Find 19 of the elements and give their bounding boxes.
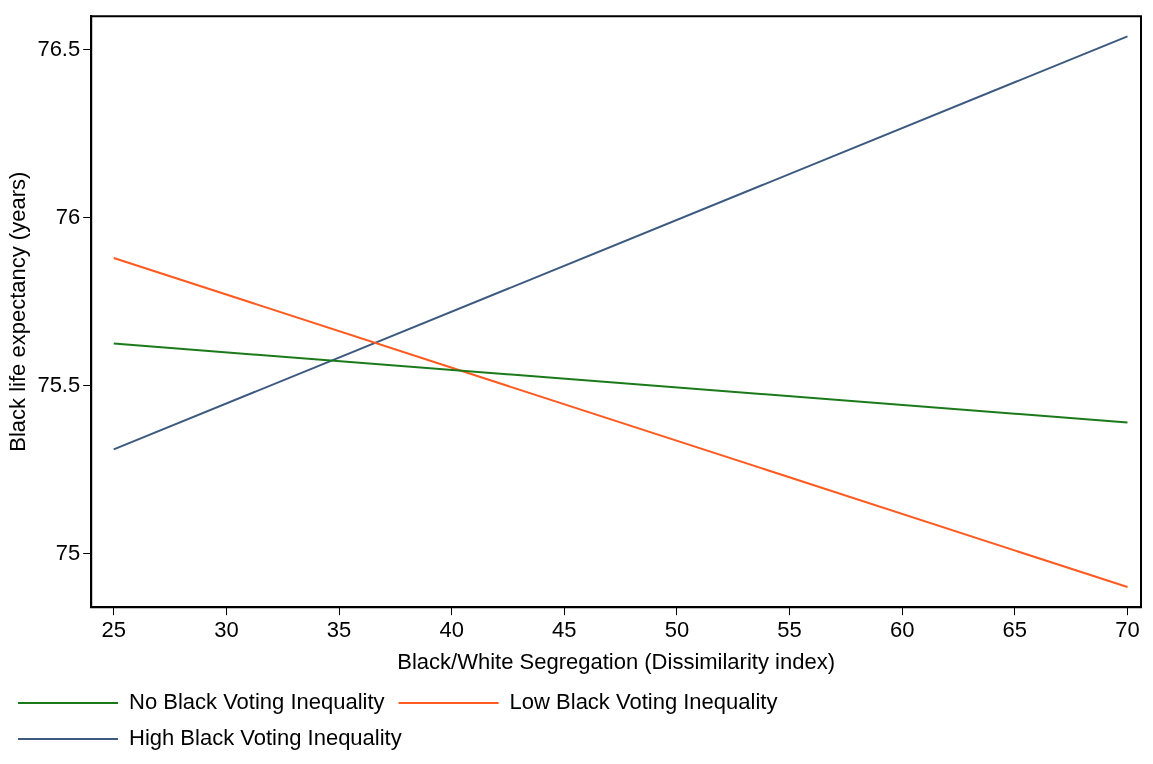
legend-label: Low Black Voting Inequality: [509, 689, 778, 715]
x-tick-label: 55: [777, 617, 802, 643]
legend-label: No Black Voting Inequality: [129, 689, 385, 715]
x-tick-label: 45: [552, 617, 577, 643]
y-tick-label: 75.5: [37, 371, 81, 397]
x-tick-label: 50: [664, 617, 690, 643]
x-tick-label: 30: [214, 617, 239, 643]
legend-label: High Black Voting Inequality: [129, 725, 402, 751]
x-tick-label: 40: [439, 617, 464, 643]
y-tick-label: 76: [55, 203, 81, 229]
x-axis-title: Black/White Segregation (Dissimilarity index): [397, 648, 835, 674]
x-tick-label: 70: [1115, 617, 1140, 643]
x-tick-label: 25: [101, 617, 126, 643]
x-tick-label: 60: [889, 617, 915, 643]
x-tick-label: 65: [1002, 617, 1028, 643]
y-tick-label: 76.5: [37, 35, 81, 61]
y-tick-label: 75: [55, 539, 81, 565]
y-axis-title: Black life expectancy (years): [5, 171, 31, 452]
x-tick-label: 35: [326, 617, 352, 643]
